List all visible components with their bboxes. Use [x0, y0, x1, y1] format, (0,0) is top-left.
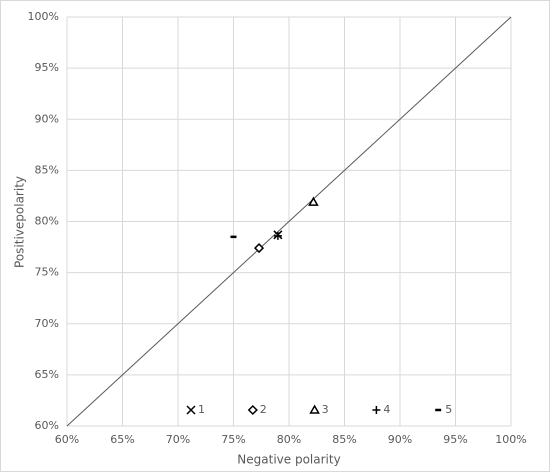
y-tick-label: 75% — [35, 266, 59, 279]
legend-label: 4 — [383, 403, 390, 416]
legend-marker — [247, 404, 258, 416]
legend-marker — [186, 405, 196, 415]
legend-entry: 2 — [247, 403, 267, 416]
x-tick-label: 90% — [388, 433, 412, 446]
y-tick-label: 100% — [28, 10, 59, 23]
x-tick-label: 75% — [221, 433, 245, 446]
x-tick-label: 70% — [166, 433, 190, 446]
legend-label: 3 — [322, 403, 329, 416]
legend-entry: 3 — [309, 403, 329, 416]
x-tick-label: 85% — [332, 433, 356, 446]
legend-marker — [309, 404, 320, 414]
legend-entry: 4 — [372, 403, 390, 416]
point — [273, 231, 282, 240]
point — [253, 243, 265, 254]
y-tick-label: 70% — [35, 317, 59, 330]
legend-entry: 1 — [186, 403, 205, 416]
y-tick-label: 80% — [35, 215, 59, 228]
reference-line — [66, 16, 512, 427]
legend-label: 1 — [198, 403, 205, 416]
y-tick-label: 65% — [35, 368, 59, 381]
x-axis-title: Negative polarity — [237, 453, 340, 467]
y-tick-label: 90% — [35, 112, 59, 125]
x-tick-label: 95% — [443, 433, 467, 446]
y-axis-title: Positivepolarity — [13, 176, 27, 268]
y-tick-label: 85% — [35, 163, 59, 176]
legend-marker — [372, 406, 381, 414]
legend-label: 5 — [445, 403, 452, 416]
y-tick-label: 60% — [35, 419, 59, 432]
legend-label: 2 — [260, 403, 267, 416]
point — [308, 196, 319, 206]
x-tick-label: 100% — [495, 433, 526, 446]
x-tick-label: 60% — [55, 433, 79, 446]
y-tick-label: 95% — [35, 61, 59, 74]
legend-entry: 5 — [435, 403, 452, 416]
x-tick-label: 65% — [110, 433, 134, 446]
x-tick-label: 80% — [277, 433, 301, 446]
